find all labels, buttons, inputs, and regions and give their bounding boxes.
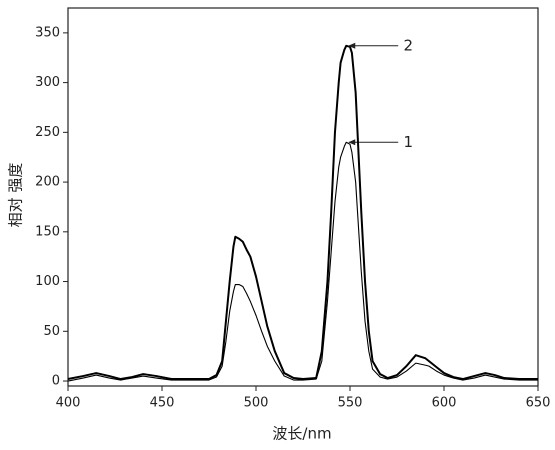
label-arrowhead: [348, 139, 356, 146]
x-axis-label: 波长/nm: [272, 425, 331, 443]
x-tick-label: 400: [56, 396, 81, 411]
series-label: 1: [403, 133, 413, 151]
x-tick-label: 600: [432, 396, 457, 411]
x-tick-label: 550: [338, 396, 363, 411]
y-tick-label: 150: [35, 224, 60, 239]
label-arrowhead: [348, 42, 356, 49]
y-tick-label: 200: [35, 175, 60, 190]
x-tick-label: 450: [150, 396, 175, 411]
y-tick-label: 100: [35, 274, 60, 289]
y-tick-label: 300: [35, 75, 60, 90]
x-tick-label: 500: [244, 396, 269, 411]
plot-frame: [67, 7, 539, 387]
series-label: 2: [403, 36, 413, 54]
x-tick-label: 650: [526, 396, 551, 411]
y-tick-label: 250: [35, 125, 60, 140]
series-line: [67, 141, 538, 382]
y-tick-label: 50: [43, 324, 60, 339]
y-axis-label: 相对 强度: [7, 163, 25, 228]
y-tick-label: 350: [35, 25, 60, 40]
y-tick-label: 0: [52, 374, 60, 389]
series-line: [67, 44, 538, 381]
